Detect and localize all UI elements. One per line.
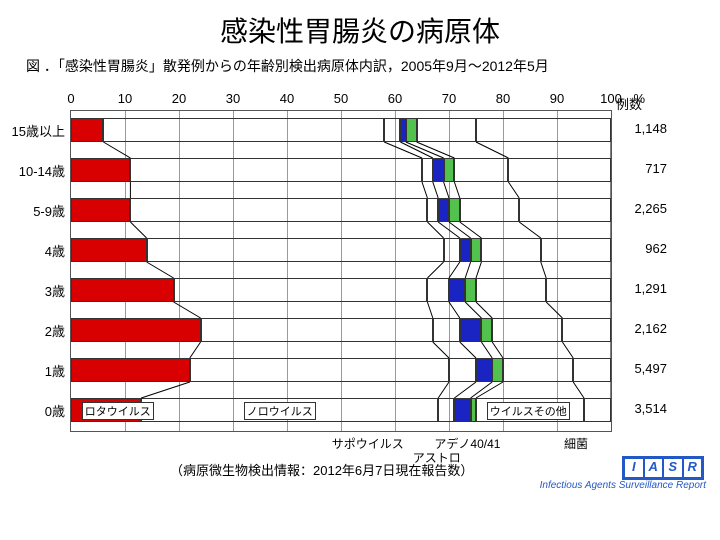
row-count: 962 — [617, 241, 667, 256]
legend-label: サポウイルス — [332, 435, 404, 452]
iasr-letter: S — [664, 459, 682, 477]
inline-legend-box: ノロウイルス — [244, 402, 316, 420]
y-category-label: 2歳 — [5, 321, 65, 340]
source-note: （病原微生物検出情報：2012年6月7日現在報告数） — [170, 460, 473, 479]
x-tick-label: 40 — [280, 91, 294, 106]
iasr-letter: A — [645, 459, 663, 477]
iasr-letter: I — [625, 459, 643, 477]
inline-legend-box: ロタウイルス — [82, 402, 154, 420]
chart-subtitle: 図 ．「感染性胃腸炎」散発例からの年齢別検出病原体内訳，2005年9月～2012… — [0, 50, 720, 76]
y-category-label: 0歳 — [5, 401, 65, 420]
y-category-label: 15歳以上 — [5, 121, 65, 140]
x-tick-label: 100 — [600, 91, 622, 106]
y-category-label: 5-9歳 — [5, 201, 65, 220]
iasr-caption: Infectious Agents Surveillance Report — [540, 480, 706, 491]
pct-label: % — [633, 91, 645, 106]
x-tick-label: 90 — [550, 91, 564, 106]
inline-legend-box: ウイルスその他 — [487, 402, 570, 420]
x-tick-label: 0 — [67, 91, 74, 106]
row-count: 2,265 — [617, 201, 667, 216]
x-tick-label: 50 — [334, 91, 348, 106]
row-count: 3,514 — [617, 401, 667, 416]
stacked-bar-chart: 0102030405060708090100%15歳以上1,14810-14歳7… — [70, 110, 612, 432]
row-count: 1,148 — [617, 121, 667, 136]
x-tick-label: 10 — [118, 91, 132, 106]
row-count: 5,497 — [617, 361, 667, 376]
x-tick-label: 30 — [226, 91, 240, 106]
y-category-label: 3歳 — [5, 281, 65, 300]
row-count: 2,162 — [617, 321, 667, 336]
x-tick-label: 80 — [496, 91, 510, 106]
row-count: 717 — [617, 161, 667, 176]
y-category-label: 1歳 — [5, 361, 65, 380]
iasr-logo: I A S R — [622, 456, 704, 480]
iasr-letter: R — [684, 459, 702, 477]
y-category-label: 10-14歳 — [5, 161, 65, 180]
connector-lines — [71, 111, 611, 431]
x-tick-label: 70 — [442, 91, 456, 106]
page-title: 感染性胃腸炎の病原体 — [0, 0, 720, 50]
row-count: 1,291 — [617, 281, 667, 296]
x-tick-label: 20 — [172, 91, 186, 106]
x-tick-label: 60 — [388, 91, 402, 106]
y-category-label: 4歳 — [5, 241, 65, 260]
legend-label: 細菌 — [564, 435, 588, 452]
